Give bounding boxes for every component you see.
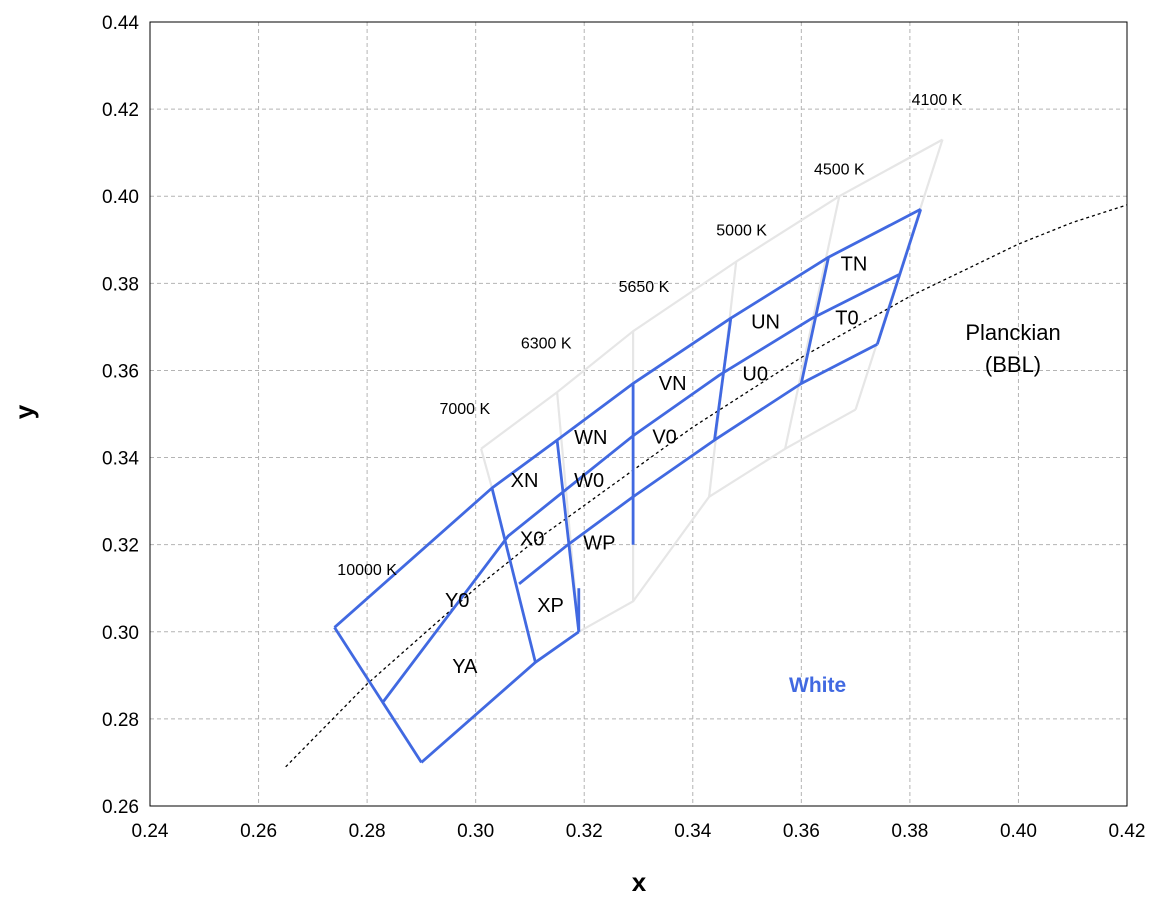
y-tick-label: 0.34 [102,449,139,470]
cct-label: 6300 K [521,336,572,353]
planckian-annotation: Planckian [965,320,1060,345]
y-tick-label: 0.28 [102,710,139,731]
bin-grid-line [382,273,900,703]
plot-frame [149,21,1128,807]
bin-grid-line [333,626,423,764]
y-tick-label: 0.38 [102,274,139,295]
bin-label: WN [574,427,607,449]
cct-label: 10000 K [337,562,397,579]
bin-label: X0 [520,529,544,551]
x-tick-label: 0.32 [566,821,603,842]
bin-grid-line [333,208,922,629]
y-tick-label: 0.26 [102,797,139,818]
planckian-locus [285,204,1128,768]
bin-label: XN [511,470,539,492]
x-tick-label: 0.24 [132,821,169,842]
chart-labels: 4100 K 4500 K 5000 K 5650 K 6300 K 7000 K 1000… [337,92,1060,697]
outer-grid-line [784,195,841,450]
y-axis-label: y [9,404,39,419]
x-tick-label: 0.38 [891,821,928,842]
cct-label: 5650 K [619,279,670,296]
bin-label: VN [659,373,687,395]
bin-grid-line [490,487,537,663]
bin-label: WP [583,532,615,554]
bin-label: TN [841,254,868,276]
bin-label: YA [452,656,478,678]
tick-labels: 0.24 0.26 0.28 0.30 0.32 0.34 0.36 0.38 0.40 0.42… [102,13,1145,842]
x-tick-label: 0.40 [1000,821,1037,842]
y-tick-label: 0.44 [102,13,139,34]
bin-label: W0 [574,470,604,492]
bin-label: UN [751,312,780,334]
white-bin-grid [333,208,923,764]
y-tick-label: 0.36 [102,361,139,382]
outer-grid-line [480,138,944,450]
outer-grid-line [480,448,494,489]
bin-label: Y0 [445,590,469,612]
bin-label: T0 [835,308,858,330]
x-tick-label: 0.30 [457,821,494,842]
bin-grid-line [713,318,733,441]
x-axis-label: x [632,867,647,897]
white-region-label: White [789,674,846,697]
x-tick-label: 0.36 [783,821,820,842]
cct-label: 4500 K [814,161,865,178]
bin-label: XP [537,595,564,617]
cct-label: 7000 K [439,401,490,418]
planckian-annotation: (BBL) [985,352,1041,377]
bin-grid-line [875,208,923,345]
bin-grid-line [799,256,830,384]
bin-label: V0 [652,427,676,449]
cct-label: 5000 K [716,222,767,239]
gridlines [150,22,1127,806]
bin-label: U0 [742,363,768,385]
x-tick-label: 0.34 [674,821,711,842]
x-tick-label: 0.42 [1109,821,1146,842]
y-tick-label: 0.42 [102,100,139,121]
bin-grid-line [518,343,878,585]
x-tick-label: 0.28 [349,821,386,842]
bin-grid-line [420,630,580,764]
bin-grid-line [555,439,581,632]
y-tick-label: 0.30 [102,623,139,644]
y-tick-label: 0.32 [102,536,139,557]
outer-grid-line [578,408,857,633]
planckian-line [285,204,1128,768]
x-tick-label: 0.26 [240,821,277,842]
cct-label: 4100 K [912,92,963,109]
y-tick-label: 0.40 [102,187,139,208]
